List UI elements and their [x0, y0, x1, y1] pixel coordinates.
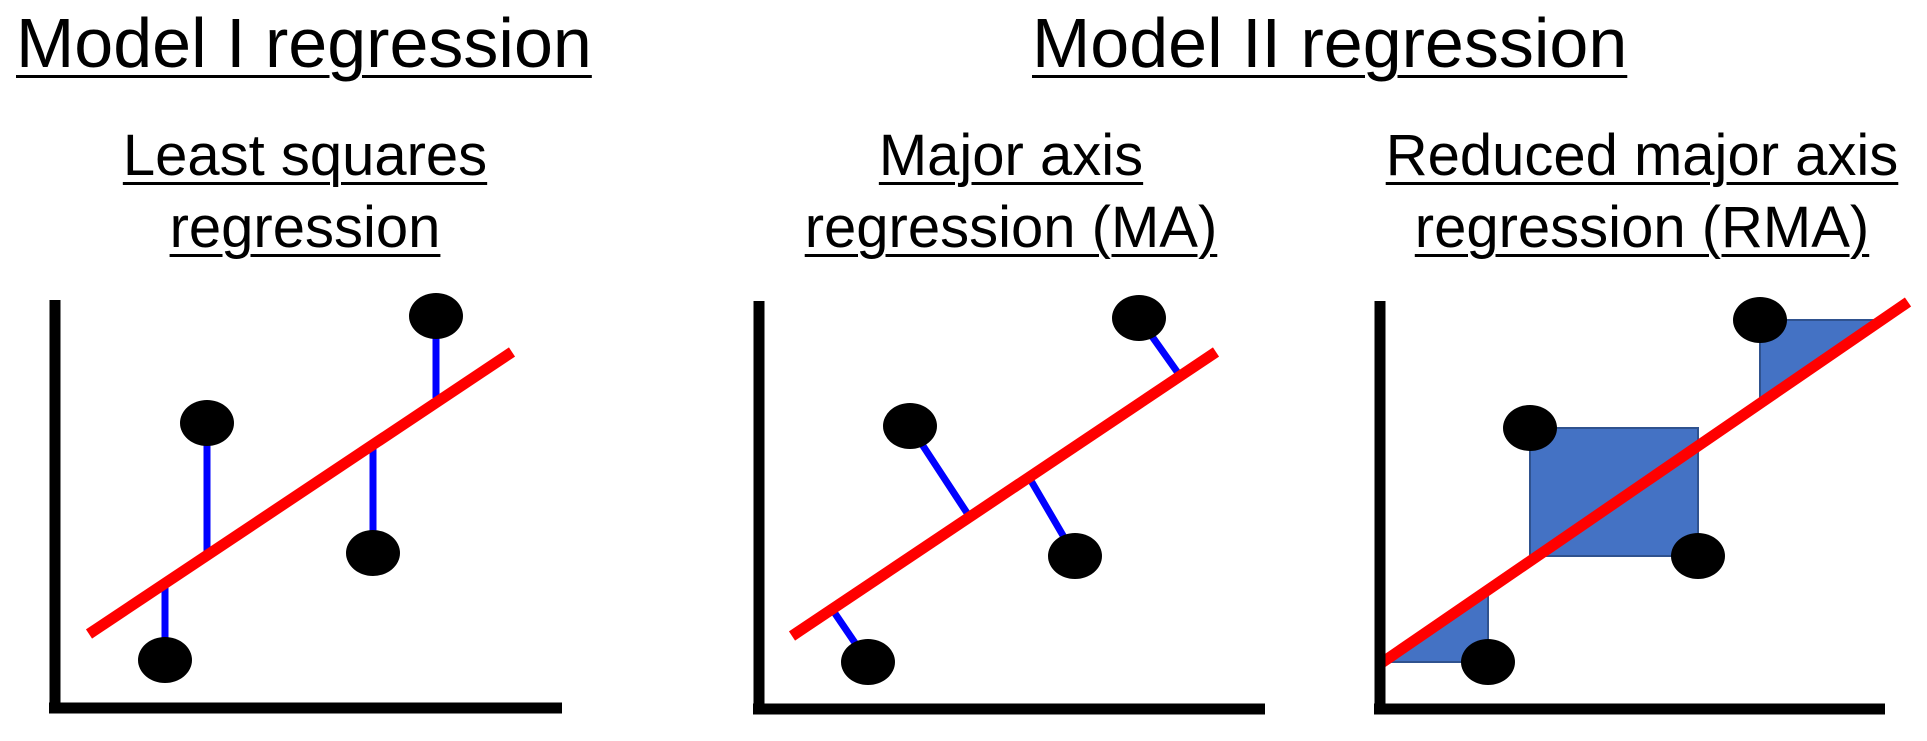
panel-title-line: regression (MA) — [804, 195, 1218, 260]
panel-title-line: regression (RMA) — [1414, 195, 1870, 260]
fit-line — [85, 347, 516, 639]
panel-least-squares — [49, 293, 562, 714]
data-point — [1671, 533, 1725, 579]
area-rectangle — [1529, 427, 1699, 557]
panel-title-line: Major axis — [878, 123, 1144, 188]
data-point — [1048, 533, 1102, 579]
panel-title-line: regression — [169, 195, 441, 260]
data-point — [841, 639, 895, 685]
model-1-heading: Model I regression — [16, 4, 592, 82]
data-point — [1733, 297, 1787, 343]
panel-title-line: Least squares — [122, 123, 488, 188]
panel-title-reduced-major-axis: Reduced major axis regression (RMA) — [1262, 120, 1927, 264]
panel-title-least-squares: Least squares regression — [0, 120, 685, 264]
data-point — [138, 637, 192, 683]
data-point — [180, 400, 234, 446]
data-point — [1503, 405, 1557, 451]
data-point — [1461, 639, 1515, 685]
data-point — [346, 530, 400, 576]
panel-title-line: Reduced major axis — [1385, 123, 1899, 188]
data-point — [1112, 295, 1166, 341]
fit-line — [788, 347, 1220, 641]
fit-line — [1376, 297, 1912, 669]
data-point — [883, 403, 937, 449]
panel-title-major-axis: Major axis regression (MA) — [631, 120, 1391, 264]
data-point — [409, 293, 463, 339]
model-2-heading: Model II regression — [1032, 4, 1628, 82]
panel-major-axis — [753, 295, 1265, 715]
panel-reduced-major-axis — [1374, 297, 1912, 715]
